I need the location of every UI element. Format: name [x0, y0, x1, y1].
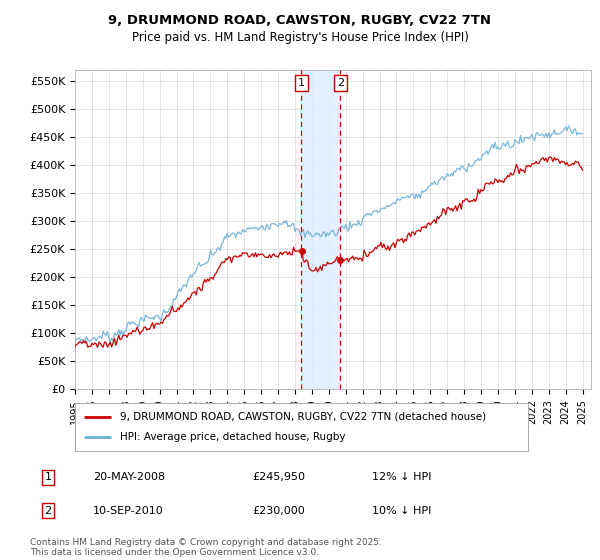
Text: 12% ↓ HPI: 12% ↓ HPI [372, 472, 431, 482]
Text: £230,000: £230,000 [252, 506, 305, 516]
Text: 2: 2 [44, 506, 52, 516]
Text: 1: 1 [44, 472, 52, 482]
Text: 9, DRUMMOND ROAD, CAWSTON, RUGBY, CV22 7TN (detached house): 9, DRUMMOND ROAD, CAWSTON, RUGBY, CV22 7… [121, 412, 487, 422]
Text: HPI: Average price, detached house, Rugby: HPI: Average price, detached house, Rugb… [121, 432, 346, 442]
Bar [301, 70, 340, 389]
Text: 1: 1 [298, 78, 305, 88]
Text: 10% ↓ HPI: 10% ↓ HPI [372, 506, 431, 516]
Text: 2: 2 [337, 78, 344, 88]
Text: 10-SEP-2010: 10-SEP-2010 [93, 506, 164, 516]
Text: 9, DRUMMOND ROAD, CAWSTON, RUGBY, CV22 7TN: 9, DRUMMOND ROAD, CAWSTON, RUGBY, CV22 7… [109, 14, 491, 27]
Text: Contains HM Land Registry data © Crown copyright and database right 2025.
This d: Contains HM Land Registry data © Crown c… [30, 538, 382, 557]
Text: 20-MAY-2008: 20-MAY-2008 [93, 472, 165, 482]
Text: Price paid vs. HM Land Registry's House Price Index (HPI): Price paid vs. HM Land Registry's House … [131, 31, 469, 44]
Text: £245,950: £245,950 [252, 472, 305, 482]
